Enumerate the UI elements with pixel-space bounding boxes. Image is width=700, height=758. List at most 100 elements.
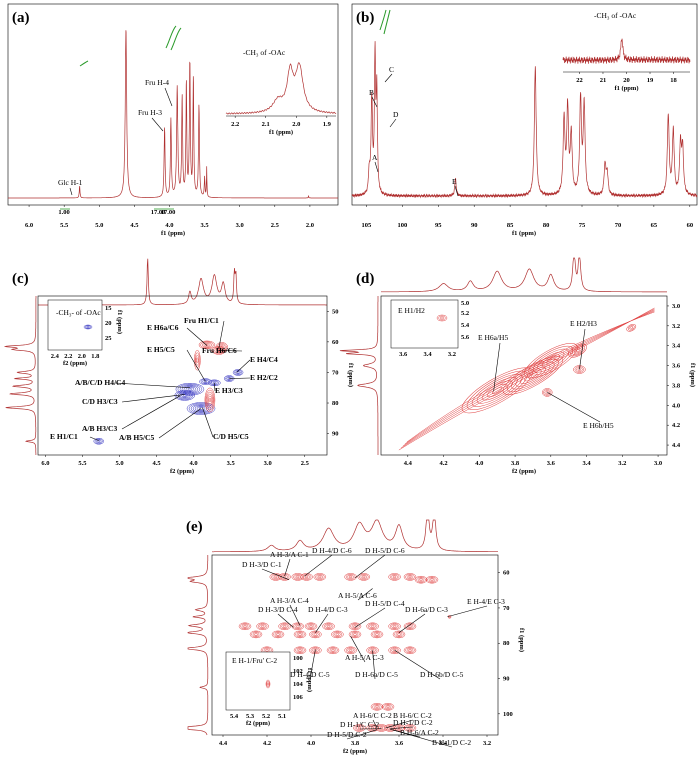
panel-e-contour xyxy=(315,574,325,580)
panel-e-contour xyxy=(403,573,417,581)
panel-e-contour xyxy=(249,630,263,639)
panel-e-contour xyxy=(278,573,291,581)
panel-a-integral-value: 17.00 xyxy=(151,209,166,216)
panel-e-inset xyxy=(225,651,291,711)
panel-e-contour xyxy=(403,646,417,655)
panel-e-contour xyxy=(309,646,322,655)
contour-e-h6ac6 xyxy=(205,343,209,346)
panel-e-contour xyxy=(383,703,393,710)
contour-e-h6ac6 xyxy=(203,343,211,347)
arrow xyxy=(374,161,379,173)
panel-c-xtick-label: 6.0 xyxy=(41,460,49,467)
panel-e-annotation: D H-6b/D C-5 xyxy=(420,670,464,679)
panel-d-annotation: E H2/H3 xyxy=(570,319,597,328)
panel-e: (e) 4.4 4.2 4.0 3.8 3.6 3.4 3.2 f2 (ppm) 60 70 80 90… xyxy=(186,519,525,755)
panel-e-contour xyxy=(254,633,258,636)
panel-e-contour xyxy=(271,630,285,639)
arrow xyxy=(304,554,333,577)
panel-e-contour xyxy=(243,625,247,628)
panel-d-crosspeak-cluster xyxy=(491,386,503,394)
arrow xyxy=(579,328,586,370)
panel-e-contour xyxy=(251,631,261,638)
panel-e-inset-xtick: 5.3 xyxy=(246,713,255,720)
panel-e-annotation: B H-6/C C-2 xyxy=(393,711,432,720)
panel-d-diagonal xyxy=(404,310,655,445)
panel-e-contour xyxy=(282,625,287,628)
panel-d-diag-peak xyxy=(575,349,580,353)
panel-e-annotation: A H-5/A C-6 xyxy=(338,591,377,600)
panel-d-crosspeak-cluster xyxy=(466,370,528,410)
panel-d-crosspeak-cluster xyxy=(541,354,560,367)
arrow xyxy=(289,604,301,626)
panel-e-contour xyxy=(428,577,436,582)
panel-e-contour xyxy=(427,576,437,583)
panel-e-contour xyxy=(375,705,379,708)
panel-e-contour xyxy=(359,574,369,580)
panel-e-contour xyxy=(357,726,362,730)
panel-e-contour xyxy=(303,574,310,579)
panel-e-contour xyxy=(408,649,412,652)
contour-red-streak xyxy=(208,395,212,405)
panel-e-contour xyxy=(370,630,384,639)
panel-e-contour xyxy=(345,647,356,654)
panel-e-xtick-label: 4.2 xyxy=(263,740,271,747)
panel-e-annotation: D H-5/D C-6 xyxy=(365,546,405,555)
panel-d-crosspeak-cluster xyxy=(546,357,556,364)
panel-c-ytick-label: 60 xyxy=(332,339,339,346)
arrow xyxy=(151,117,164,132)
panel-e-contour xyxy=(306,623,316,630)
panel-e-contour xyxy=(298,633,302,636)
arrow xyxy=(69,187,73,196)
panel-e-contour xyxy=(378,725,385,730)
arrow xyxy=(447,605,488,618)
panel-d-crosspeak-cluster xyxy=(476,377,518,404)
panel-a-inset-spectrum xyxy=(225,62,337,115)
arrow xyxy=(385,719,414,729)
panel-a-label: (a) xyxy=(12,10,30,26)
panel-e-contour xyxy=(405,623,415,630)
panel-c-inset-xlabel: f2 (ppm) xyxy=(63,360,87,367)
panel-e-ylabel: f1 (ppm) xyxy=(518,628,525,652)
arrow xyxy=(315,613,329,633)
panel-a-inset-xlabel: f1 (ppm) xyxy=(269,129,293,136)
panel-d-inset-ytick: 5.6 xyxy=(461,334,470,341)
panel-d: (d) 4.4 4.2 4.0 3.8 3.6 3.4 3.2 3.0 f2 (ppm) 3.0 3.… xyxy=(339,257,696,475)
panel-c-top-projection xyxy=(38,258,327,306)
peak-label-D: D xyxy=(393,110,399,119)
arrow xyxy=(186,327,208,346)
panel-e-top-projection xyxy=(212,519,498,553)
panel-e-contour xyxy=(370,703,384,711)
panel-e-contour xyxy=(406,574,414,579)
panel-e-contour xyxy=(395,632,403,637)
panel-e-contour xyxy=(240,623,250,630)
panel-a-xtick-label: 2.5 xyxy=(271,222,280,229)
contour-e-h5c5 xyxy=(203,380,208,383)
panel-c-ytick-label: 50 xyxy=(332,308,339,315)
panel-e-contour xyxy=(406,725,414,730)
panel-d-annotation: E H6b/H5 xyxy=(583,421,614,430)
panel-d-xtick-label: 3.4 xyxy=(583,460,592,467)
panel-e-contour xyxy=(388,726,392,730)
panel-e-contour xyxy=(360,574,368,579)
panel-e-xtick-label: 3.2 xyxy=(483,740,491,747)
panel-e-contour xyxy=(388,573,401,581)
arrow xyxy=(390,726,414,729)
panel-c-annotation: Fru H1/C1 xyxy=(184,316,219,325)
panel-d-diagonal xyxy=(406,311,655,443)
panel-e-contour xyxy=(388,622,401,631)
panel-b-xtick-label: 75 xyxy=(579,222,586,229)
panel-e-annotation: D H-4/D C-3 xyxy=(308,605,348,614)
panel-c-inset-ytick: 25 xyxy=(105,335,112,342)
panel-c-ylabel: f1 (ppm) xyxy=(347,363,354,387)
contour-e-h6bh5 xyxy=(541,388,553,397)
contour-ab-h5c5 xyxy=(194,405,208,412)
panel-c-inset-label: -CH₃- of -OAc xyxy=(56,308,101,317)
contour-e-h4c4 xyxy=(234,369,243,375)
panel-d-diag-peak xyxy=(627,325,635,331)
panel-a-spectrum xyxy=(8,30,338,199)
panel-e-contour xyxy=(345,574,356,580)
panel-e-inset-ylabel: f1 (ppm) xyxy=(306,668,313,692)
contour-ab-h5c5 xyxy=(188,403,214,414)
panel-d-ytick-label: 3.6 xyxy=(672,363,681,370)
panel-e-contour xyxy=(417,577,425,582)
